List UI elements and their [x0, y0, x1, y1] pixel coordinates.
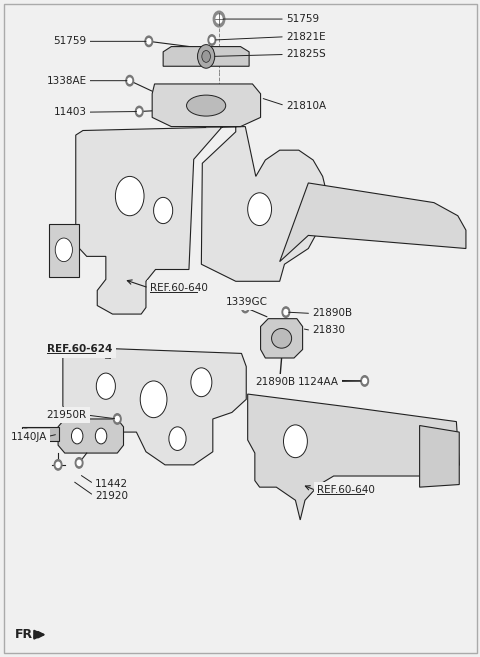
Text: 1339GC: 1339GC	[226, 297, 268, 307]
Circle shape	[22, 429, 29, 440]
Text: 21830: 21830	[312, 325, 345, 336]
Circle shape	[54, 460, 62, 470]
Text: 21821E: 21821E	[286, 32, 325, 42]
Polygon shape	[420, 426, 459, 487]
Circle shape	[284, 425, 307, 458]
Circle shape	[216, 15, 222, 23]
Circle shape	[243, 305, 247, 310]
Circle shape	[258, 378, 262, 384]
Circle shape	[128, 78, 132, 83]
Circle shape	[191, 368, 212, 397]
Circle shape	[169, 427, 186, 451]
Text: 1124AA: 1124AA	[298, 377, 339, 387]
Text: FR.: FR.	[15, 628, 38, 641]
Polygon shape	[248, 394, 459, 520]
Text: REF.60-624: REF.60-624	[47, 344, 112, 355]
Circle shape	[55, 238, 72, 261]
Text: 21950R: 21950R	[47, 410, 87, 420]
Ellipse shape	[187, 95, 226, 116]
Circle shape	[137, 109, 141, 114]
Circle shape	[145, 36, 153, 47]
Circle shape	[24, 432, 27, 437]
Polygon shape	[48, 223, 79, 277]
Text: 1338AE: 1338AE	[47, 76, 87, 85]
Text: 11403: 11403	[54, 107, 87, 117]
Polygon shape	[261, 319, 302, 358]
Text: 1140JA: 1140JA	[11, 432, 47, 442]
Circle shape	[282, 307, 290, 317]
Polygon shape	[22, 427, 59, 442]
Circle shape	[72, 428, 83, 444]
Polygon shape	[58, 419, 123, 453]
Circle shape	[96, 428, 107, 444]
Circle shape	[115, 176, 144, 215]
Circle shape	[75, 458, 83, 468]
Circle shape	[135, 106, 143, 117]
Circle shape	[213, 11, 225, 27]
Circle shape	[248, 193, 272, 225]
Text: 21825S: 21825S	[286, 49, 325, 59]
Circle shape	[140, 381, 167, 418]
Circle shape	[198, 45, 215, 68]
Text: REF.60-640: REF.60-640	[317, 486, 375, 495]
Text: 21810A: 21810A	[286, 101, 326, 110]
Circle shape	[208, 35, 216, 45]
Circle shape	[154, 197, 173, 223]
Text: REF.60-640: REF.60-640	[150, 283, 208, 293]
Circle shape	[115, 417, 119, 422]
Circle shape	[147, 39, 151, 44]
Polygon shape	[152, 84, 261, 127]
Circle shape	[96, 373, 115, 399]
Polygon shape	[163, 47, 249, 66]
Ellipse shape	[272, 328, 292, 348]
Circle shape	[56, 463, 60, 468]
Text: 21890B: 21890B	[255, 377, 295, 387]
Text: 51759: 51759	[54, 36, 87, 47]
Text: 21920: 21920	[95, 491, 128, 501]
Circle shape	[202, 51, 210, 62]
Text: 21890B: 21890B	[312, 308, 352, 319]
Polygon shape	[280, 183, 466, 261]
Circle shape	[361, 376, 369, 386]
Circle shape	[241, 302, 249, 313]
Circle shape	[126, 76, 133, 86]
Text: 11442: 11442	[95, 479, 128, 489]
Circle shape	[363, 378, 367, 384]
Circle shape	[284, 309, 288, 315]
Circle shape	[113, 414, 121, 424]
Circle shape	[256, 376, 264, 386]
Circle shape	[210, 37, 214, 43]
Polygon shape	[63, 347, 246, 465]
Polygon shape	[76, 127, 327, 314]
Text: 51759: 51759	[286, 14, 319, 24]
Circle shape	[77, 461, 81, 466]
